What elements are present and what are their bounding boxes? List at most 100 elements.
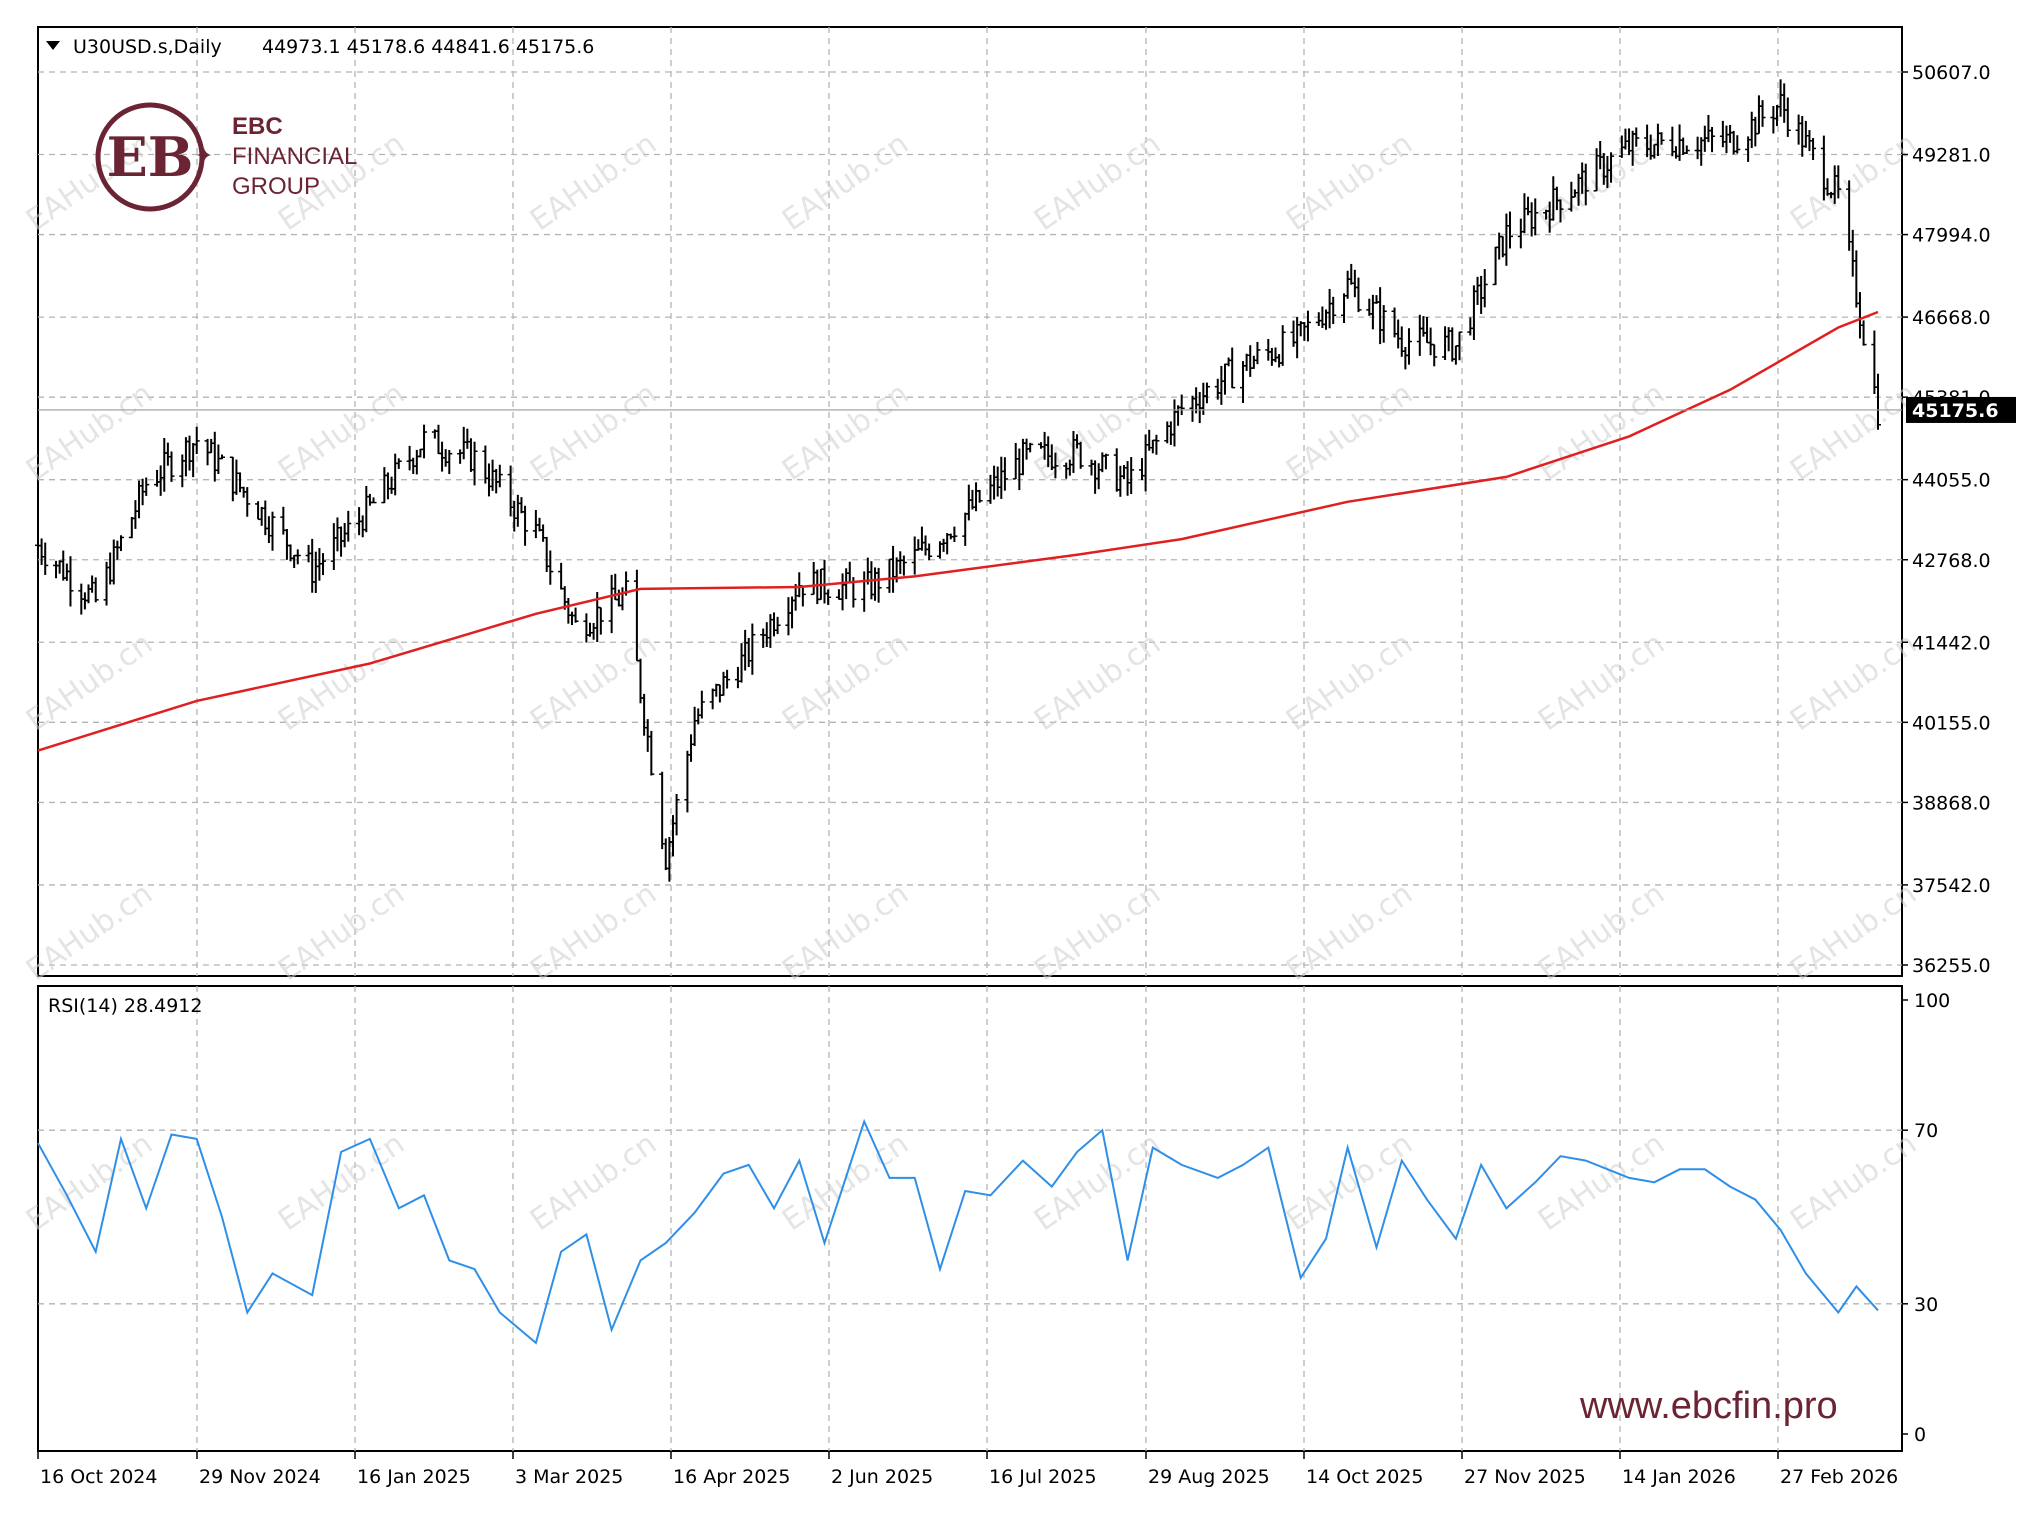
ohlc-bar (1784, 97, 1791, 137)
ohlc-bar (496, 464, 503, 488)
ohlc-bar (1481, 269, 1488, 308)
ohlc-bar (825, 589, 832, 605)
ohlc-bar (143, 477, 150, 496)
ohlc-bar (1102, 453, 1109, 470)
ohlc-bar (471, 441, 478, 486)
ohlc-bar (370, 497, 377, 504)
price-tick-label: 44055.0 (1912, 470, 1991, 492)
ohlc-bar (1532, 198, 1539, 236)
ohlc-bar (395, 458, 402, 469)
price-panel-frame (37, 26, 1903, 977)
ohlc-bar (1557, 199, 1564, 223)
ohlc-values: 44973.1 45178.6 44841.6 45175.6 (262, 36, 594, 58)
price-tick-label: 46668.0 (1912, 307, 1991, 329)
ohlc-bar (1027, 442, 1034, 453)
ohlc-bar (1254, 341, 1261, 365)
ohlc-bar (724, 669, 731, 689)
ohlc-bar (1229, 347, 1236, 389)
grid-lines (38, 27, 1902, 1451)
ohlc-bar (1330, 296, 1337, 325)
time-tick-label: 2 Jun 2025 (831, 1466, 933, 1488)
ohlc-bar (1835, 165, 1842, 199)
price-tick-label: 41442.0 (1912, 632, 1991, 654)
ebc-logo: EB ✦ EBC FINANCIAL GROUP (95, 102, 357, 212)
ohlc-bar (294, 549, 301, 565)
ohlc-bar (1507, 211, 1513, 249)
ohlc-bar (1304, 310, 1311, 342)
ohlc-bar (1709, 127, 1716, 153)
ohlc-bar (421, 424, 428, 459)
time-tick-label: 16 Apr 2025 (673, 1466, 790, 1488)
time-tick-label: 27 Nov 2025 (1464, 1466, 1586, 1488)
price-tick-label: 40155.0 (1912, 712, 1991, 734)
time-tick-label: 14 Jan 2026 (1622, 1466, 1736, 1488)
price-tick-label: 47994.0 (1912, 225, 1991, 247)
time-tick-label: 16 Jul 2025 (989, 1466, 1097, 1488)
moving-average-line (37, 310, 1879, 752)
ebc-logo-star-icon: ✦ (195, 144, 213, 169)
time-tick-label: 14 Oct 2025 (1306, 1466, 1423, 1488)
ohlc-bar (976, 489, 983, 503)
rsi-panel-frame (37, 985, 1903, 1452)
ohlc-bar (1456, 331, 1463, 361)
ohlc-bar (1380, 305, 1387, 343)
ohlc-bar (1077, 441, 1084, 469)
ohlc-bar (774, 616, 781, 635)
rsi-level-label: 0 (1914, 1424, 1926, 1446)
ohlc-bar (875, 567, 882, 603)
price-tick-label: 36255.0 (1912, 955, 1991, 977)
rsi-level-label: 30 (1914, 1294, 1938, 1316)
ohlc-bar (597, 606, 604, 635)
symbol-header[interactable]: U30USD.s,Daily 44973.1 45178.6 44841.6 4… (46, 36, 594, 58)
rsi-plot (37, 1118, 1879, 1345)
ohlc-bar (320, 553, 327, 576)
ohlc-bar (673, 793, 680, 836)
time-tick-label: 3 Mar 2025 (515, 1466, 623, 1488)
rsi-line (37, 1118, 1879, 1345)
brand-name-line1: EBC (232, 113, 283, 140)
ohlc-bar (193, 426, 200, 454)
ohlc-bar (1128, 457, 1135, 494)
price-plot (35, 79, 1902, 882)
time-tick-label: 29 Nov 2024 (199, 1466, 321, 1488)
ebc-logo-monogram: EB (107, 125, 194, 189)
ohlc-bar (67, 556, 74, 607)
ohlc-bar (1683, 145, 1690, 155)
ohlc-bar (648, 730, 655, 776)
ohlc-bar (219, 454, 225, 460)
ohlc-bar (1759, 100, 1766, 127)
ohlc-bar (1875, 373, 1881, 430)
ohlc-bar (1658, 132, 1665, 145)
ohlc-bar (1608, 152, 1615, 183)
ebc-logo-ring (95, 102, 205, 212)
ohlc-bar (92, 577, 99, 603)
ohlc-bar (572, 607, 579, 623)
collapse-arrow-icon[interactable] (46, 41, 60, 50)
ohlc-bar (926, 543, 933, 561)
price-tick-label: 37542.0 (1912, 875, 1991, 897)
ohlc-bar (1810, 137, 1817, 161)
time-axis: 16 Oct 2024 29 Nov 2024 16 Jan 2025 3 Mar 2… (37, 1451, 1898, 1488)
price-tick-label: 42768.0 (1912, 550, 1991, 572)
ohlc-bar (345, 510, 352, 542)
ohlc-bar (1052, 452, 1059, 479)
ohlc-bar (1153, 434, 1160, 455)
ohlc-bar (1001, 457, 1008, 491)
brand-name-line2: FINANCIAL (232, 143, 357, 170)
ohlc-bar (547, 550, 554, 585)
ohlc-bar (1203, 382, 1210, 404)
ohlc-bar (1279, 325, 1286, 366)
price-tick-label: 50607.0 (1912, 62, 1991, 84)
ohlc-bar (1405, 328, 1412, 365)
brand-url: www.ebcfin.pro (1579, 1385, 1838, 1427)
ohlc-bar (749, 623, 756, 675)
ohlc-bar (1582, 163, 1589, 206)
ohlc-bar (1633, 127, 1640, 147)
symbol-label: U30USD.s,Daily (73, 36, 222, 58)
ohlc-bar (951, 526, 958, 543)
brand-name-line3: GROUP (232, 173, 320, 200)
current-price-badge (1906, 396, 2016, 423)
time-tick-label: 16 Jan 2025 (357, 1466, 471, 1488)
price-tick-label: 49281.0 (1912, 145, 1991, 167)
